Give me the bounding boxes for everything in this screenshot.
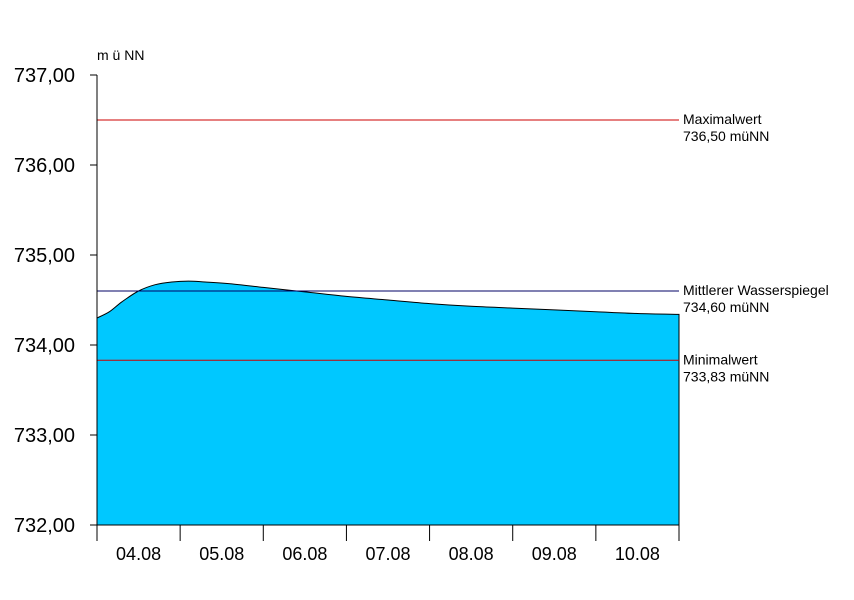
reference-line-value-1: 734,60 müNN — [683, 299, 769, 315]
y-tick-label-0: 732,00 — [14, 515, 75, 537]
reference-line-name-1: Mittlerer Wasserspiegel — [683, 282, 829, 298]
area-layer — [96, 280, 680, 526]
y-tick-label-1: 733,00 — [14, 425, 75, 447]
x-tick-label-0: 04.08 — [116, 544, 161, 564]
y-tick-label-3: 735,00 — [14, 245, 75, 267]
x-tick-label-2: 06.08 — [282, 544, 327, 564]
reference-line-name-2: Minimalwert — [683, 351, 758, 367]
y-axis-unit-label: m ü NN — [97, 47, 144, 63]
x-tick-label-4: 08.08 — [449, 544, 494, 564]
y-tick-label-4: 736,00 — [14, 155, 75, 177]
y-tick-label-5: 737,00 — [14, 65, 75, 87]
axes — [96, 75, 679, 526]
reference-line-name-0: Maximalwert — [683, 111, 762, 127]
y-tick-label-2: 734,00 — [14, 335, 75, 357]
area-series-0 — [96, 280, 680, 526]
reference-line-value-2: 733,83 müNN — [683, 368, 769, 384]
reference-line-value-0: 736,50 müNN — [683, 128, 769, 144]
x-tick-label-5: 09.08 — [532, 544, 577, 564]
y-ticks: 732,00 733,00 734,00 735,00 736,00 737,00 — [14, 65, 97, 537]
x-tick-label-6: 10.08 — [615, 544, 660, 564]
x-tick-label-3: 07.08 — [365, 544, 410, 564]
x-tick-label-1: 05.08 — [199, 544, 244, 564]
x-ticks: 04.08 05.08 06.08 07.08 08.08 09.08 10.08 — [96, 525, 680, 564]
